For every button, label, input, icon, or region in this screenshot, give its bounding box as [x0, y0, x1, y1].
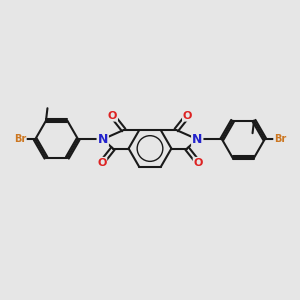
Text: N: N: [192, 133, 202, 146]
Text: O: O: [183, 111, 192, 121]
Text: N: N: [98, 133, 108, 146]
Text: Br: Br: [274, 134, 286, 144]
Text: Br: Br: [14, 134, 26, 144]
Text: O: O: [194, 158, 203, 168]
Text: O: O: [108, 111, 117, 121]
Text: O: O: [97, 158, 106, 168]
